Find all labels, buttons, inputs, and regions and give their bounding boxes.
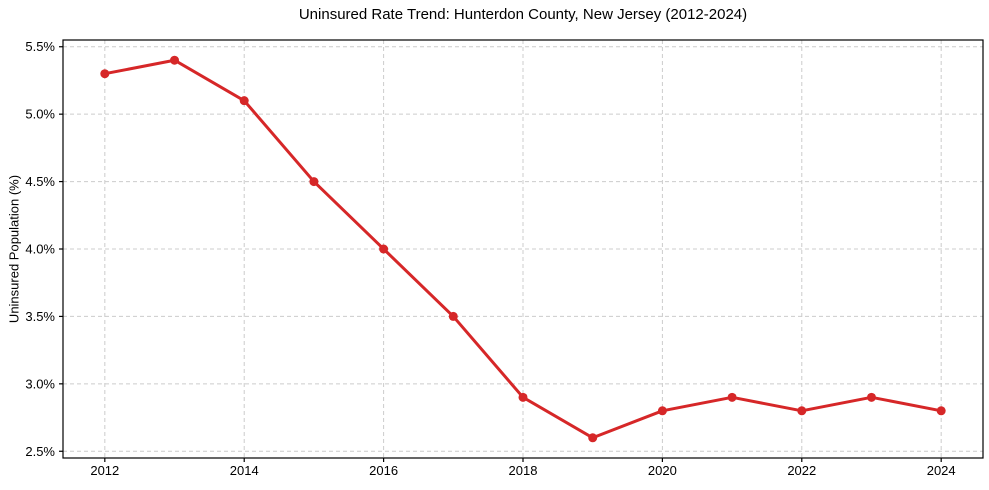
data-point	[518, 392, 528, 402]
data-point	[866, 392, 876, 402]
y-tick-label: 5.5%	[25, 39, 55, 54]
x-tick-label: 2020	[648, 463, 677, 478]
x-tick-label: 2014	[230, 463, 259, 478]
data-point	[379, 244, 389, 254]
data-point	[727, 392, 737, 402]
y-tick-label: 3.5%	[25, 309, 55, 324]
chart-title: Uninsured Rate Trend: Hunterdon County, …	[298, 6, 748, 23]
data-point	[100, 69, 110, 79]
data-point	[170, 55, 180, 65]
data-point	[657, 406, 667, 416]
y-tick-label: 2.5%	[25, 444, 55, 459]
data-point	[936, 406, 946, 416]
data-point	[588, 433, 598, 443]
data-point	[239, 96, 249, 106]
x-tick-label: 2024	[927, 463, 956, 478]
y-tick-label: 4.0%	[25, 242, 55, 257]
data-point	[309, 177, 319, 187]
y-tick-label: 3.0%	[25, 376, 55, 391]
x-tick-label: 2016	[369, 463, 398, 478]
x-tick-label: 2018	[509, 463, 538, 478]
data-point	[448, 311, 458, 321]
x-tick-label: 2022	[787, 463, 816, 478]
y-tick-label: 5.0%	[25, 107, 55, 122]
data-point	[797, 406, 807, 416]
x-tick-label: 2012	[90, 463, 119, 478]
y-tick-label: 4.5%	[25, 174, 55, 189]
